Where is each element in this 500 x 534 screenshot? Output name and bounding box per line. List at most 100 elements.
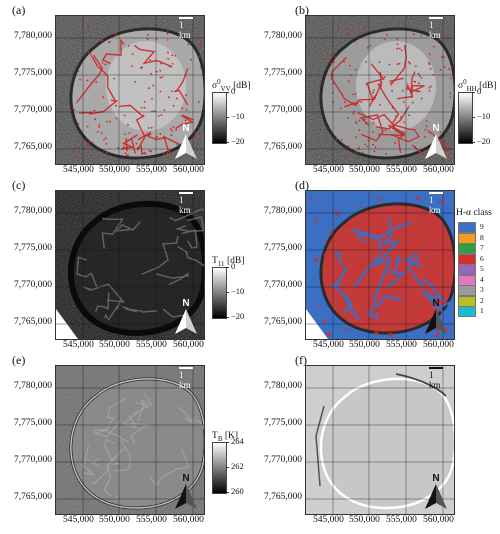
speckle-dot — [100, 132, 103, 134]
speckle-dot — [175, 129, 178, 131]
speckle-dot — [408, 25, 410, 28]
speckle-dot — [358, 129, 361, 132]
speckle-dot — [343, 61, 346, 63]
colorbar-tick-label: 264 — [231, 436, 244, 446]
speckle-dot — [171, 130, 173, 132]
colorbar-tick-label: 262 — [231, 461, 244, 471]
speckle-dot — [163, 152, 165, 155]
scale-bar: 1 km — [179, 367, 193, 390]
class-patch — [327, 284, 331, 288]
speckle-dot — [174, 54, 177, 57]
class-patch — [334, 211, 340, 216]
speckle-dot — [383, 76, 386, 79]
speckle-dot — [142, 114, 145, 117]
colorbar-subscript: VV — [220, 85, 231, 94]
speckle-dot — [344, 155, 346, 158]
legend-swatch — [458, 243, 476, 254]
speckle-dot — [385, 33, 388, 36]
speckle-dot — [143, 106, 146, 109]
lake-bright-zone — [356, 41, 436, 131]
speckle-dot — [399, 116, 402, 119]
speckle-dot — [115, 117, 118, 120]
y-tick-label: 7,765,000 — [264, 317, 302, 327]
north-arrow-icon — [175, 134, 197, 159]
lake-rim — [70, 378, 204, 509]
speckle-dot — [109, 120, 111, 123]
legend-item-label: 7 — [480, 243, 484, 252]
speckle-dot — [439, 68, 442, 71]
ice-channel — [115, 221, 141, 232]
x-tick-label: 550,000 — [349, 165, 380, 175]
class-patch — [399, 283, 403, 287]
legend-item-label: 2 — [480, 295, 484, 305]
speckle-dot — [446, 38, 449, 41]
ice-channel — [129, 135, 146, 157]
speckle-dot — [123, 114, 126, 117]
speckle-dot — [383, 38, 386, 41]
speckle-dot — [411, 101, 414, 104]
x-tick-label: 560,000 — [423, 340, 454, 350]
ice-channel — [175, 114, 195, 129]
speckle-dot — [200, 44, 203, 47]
class-patch — [378, 251, 382, 255]
ice-channel — [75, 464, 96, 476]
speckle-dot — [127, 45, 130, 47]
colorbar-gradient — [212, 442, 227, 494]
class-patch — [388, 332, 393, 338]
speckle-dot — [149, 59, 152, 62]
colorbar-tick-mark — [226, 142, 229, 143]
legend-title: H-α class — [456, 208, 492, 218]
ice-channel — [353, 221, 413, 245]
map-view — [55, 190, 205, 340]
speckle-dot — [355, 151, 358, 153]
y-tick-label: 7,765,000 — [264, 142, 302, 152]
x-tick-label: 550,000 — [99, 340, 130, 350]
speckle-dot — [350, 74, 352, 77]
ice-channel — [101, 217, 124, 249]
colorbar-tick-label: 0 — [477, 86, 482, 96]
north-arrow-left-half — [425, 134, 436, 159]
speckle-dot — [347, 117, 349, 119]
class-patch — [313, 257, 319, 262]
north-label: N — [432, 123, 440, 134]
class-patch — [435, 333, 440, 338]
speckle-dot — [84, 154, 86, 157]
legend-swatch — [458, 285, 476, 296]
speckle-dot — [181, 107, 184, 110]
ice-channel — [137, 392, 153, 422]
speckle-dot — [352, 112, 355, 115]
speckle-dot — [372, 91, 374, 94]
colorbar-tick-mark — [472, 142, 475, 143]
speckle-dot — [76, 136, 79, 138]
speckle-dot — [172, 104, 175, 107]
class-patch — [343, 283, 348, 287]
speckle-dot — [89, 52, 92, 54]
ice-channel — [134, 44, 173, 68]
speckle-dot — [347, 31, 350, 34]
speckle-dot — [357, 148, 360, 151]
speckle-dot — [354, 40, 357, 43]
x-tick-label: 545,000 — [63, 340, 94, 350]
map-image — [306, 366, 454, 514]
ice-channel — [90, 54, 117, 102]
colorbar-tick-label: −10 — [477, 111, 491, 121]
speckle-dot — [160, 62, 163, 65]
speckle-dot — [86, 143, 89, 146]
speckle-dot — [351, 27, 354, 30]
speckle-dot — [93, 109, 96, 112]
speckle-dot — [152, 84, 155, 87]
speckle-dot — [354, 93, 357, 95]
speckle-dot — [353, 103, 355, 106]
x-tick-label: 545,000 — [313, 340, 344, 350]
legend-item-label: 6 — [480, 253, 484, 263]
speckle-dot — [448, 68, 451, 71]
speckle-dot — [199, 41, 202, 44]
class-patch — [342, 262, 347, 267]
speckle-dot — [331, 153, 333, 156]
north-arrow-icon — [175, 309, 197, 334]
colorbar-title: T11 [dB] — [212, 253, 244, 268]
colorbar-symbol: T — [212, 256, 218, 267]
scale-bar-line — [179, 192, 193, 194]
class-patch — [324, 263, 329, 268]
scale-bar-label: 1 km — [179, 370, 191, 390]
